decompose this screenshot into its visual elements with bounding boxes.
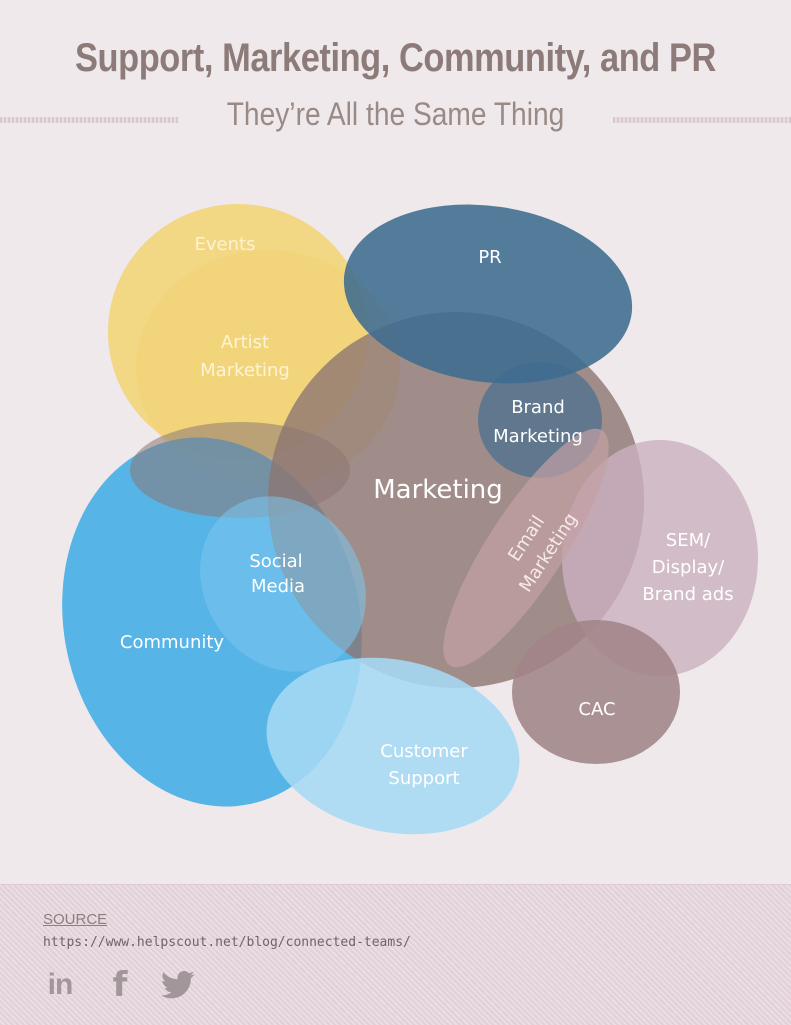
- subtitle-divider-left: [0, 117, 178, 123]
- artist-marketing-label-line2: Marketing: [200, 360, 290, 381]
- source-label: SOURCE: [43, 911, 108, 928]
- marketing-label: Marketing: [373, 475, 503, 505]
- facebook-icon[interactable]: f: [112, 965, 128, 1005]
- customer-support-label-line1: Customer: [380, 741, 468, 762]
- social-media-label-line1: Social: [249, 551, 302, 572]
- page-title: Support, Marketing, Community, and PR: [75, 36, 716, 80]
- sem-label-line3: Brand ads: [642, 584, 733, 605]
- twitter-bird-glyph: [161, 970, 195, 999]
- subtitle-divider-right: [613, 117, 791, 123]
- source-url[interactable]: https://www.helpscout.net/blog/connected…: [43, 935, 411, 950]
- email-marketing-ellipse: [443, 428, 609, 668]
- page-subtitle: They’re All the Same Thing: [226, 96, 565, 132]
- social-media-label-line2: Media: [251, 576, 305, 597]
- artist-marketing-label-line1: Artist: [221, 332, 269, 353]
- brand-marketing-label-line1: Brand: [511, 397, 565, 418]
- customer-support-ellipse: [266, 657, 520, 835]
- subtitle-row: They’re All the Same Thing: [0, 96, 791, 140]
- overlap-blob: [130, 422, 350, 518]
- community-label: Community: [120, 632, 225, 653]
- brand-marketing-label-line2: Marketing: [493, 426, 583, 447]
- footer: SOURCE https://www.helpscout.net/blog/co…: [0, 884, 791, 1025]
- sem-ellipse: [562, 440, 758, 676]
- linkedin-icon[interactable]: in: [47, 968, 74, 1001]
- pr-label: PR: [478, 247, 501, 268]
- sem-label-line1: SEM/: [666, 530, 711, 551]
- cac-label: CAC: [578, 699, 615, 720]
- twitter-icon[interactable]: [158, 965, 198, 1005]
- customer-support-label-line2: Support: [388, 768, 459, 789]
- social-media-ellipse: [200, 496, 366, 672]
- cac-ellipse: [512, 620, 680, 764]
- events-label: Events: [195, 234, 256, 255]
- sem-label-line2: Display/: [652, 557, 725, 578]
- pr-ellipse: [343, 204, 633, 384]
- venn-diagram: Events Artist Marketing PR Brand Marketi…: [62, 204, 758, 835]
